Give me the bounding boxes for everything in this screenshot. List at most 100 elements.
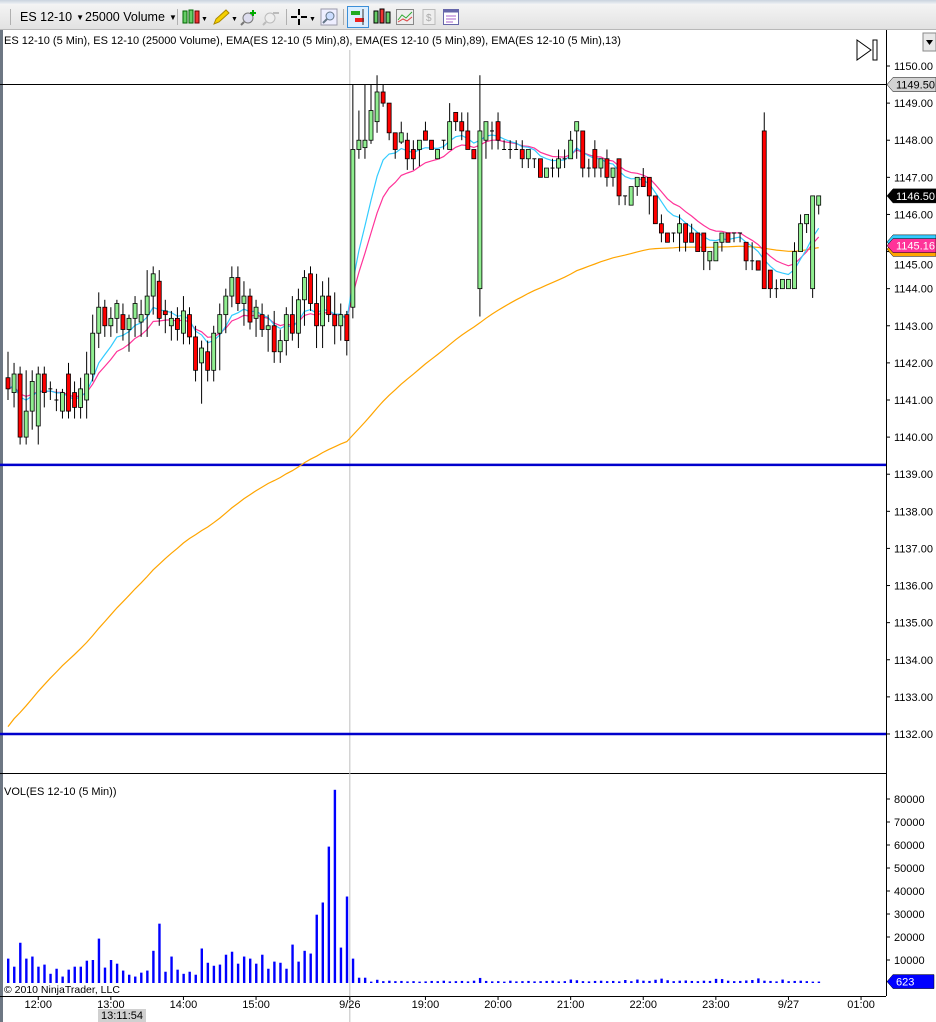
pencil-draw-icon[interactable]: ▼ — [212, 8, 238, 26]
volume-bar — [115, 963, 119, 983]
volume-bar — [454, 981, 458, 983]
volume-bar — [805, 981, 808, 983]
time-tick-label: 20:00 — [484, 999, 512, 1011]
window-frame — [0, 0, 936, 4]
volume-bar — [339, 947, 343, 983]
candle-body — [29, 381, 35, 412]
bar-type-selector[interactable]: 25000 Volume ▼ — [85, 8, 177, 26]
candle — [652, 195, 658, 225]
candle — [277, 329, 283, 363]
order-ticket-icon[interactable] — [347, 6, 369, 28]
candle-body — [380, 91, 386, 104]
candle — [683, 223, 688, 252]
price-tick-label: 1139.00 — [894, 469, 933, 481]
candle — [199, 340, 205, 404]
candle — [90, 314, 96, 382]
volume-bar — [261, 954, 264, 983]
candle-body — [66, 373, 71, 412]
volume-bar — [690, 980, 694, 983]
instrument-label: ES 12-10 — [20, 10, 73, 24]
candle-body — [719, 232, 725, 243]
divider — [286, 9, 287, 25]
volume-bar — [134, 976, 137, 983]
volume-bar — [781, 979, 784, 983]
candle — [374, 75, 380, 133]
candle — [193, 325, 198, 382]
candle — [665, 232, 670, 243]
volume-bar — [654, 979, 657, 983]
svg-text:▼: ▼ — [201, 16, 208, 23]
time-tick-label: 21:00 — [557, 999, 585, 1011]
volume-bar — [128, 974, 131, 983]
chart-trader-icon[interactable] — [373, 8, 391, 26]
candle-body — [634, 176, 640, 188]
candle — [126, 314, 132, 352]
price-tick-label: 1144.00 — [894, 284, 933, 296]
price-tick-label: 1137.00 — [894, 543, 933, 555]
volume-bar — [545, 980, 548, 983]
volume-bar — [660, 978, 663, 983]
candle-body — [247, 295, 253, 323]
candle — [344, 310, 350, 356]
candle-body — [465, 130, 471, 150]
panel-menu-button[interactable] — [922, 32, 936, 52]
candle — [356, 110, 362, 159]
candle-body — [126, 317, 132, 330]
volume-bar — [751, 980, 754, 983]
candle-body — [138, 314, 144, 323]
volume-bar — [636, 979, 639, 983]
toolbar-grip[interactable] — [10, 9, 11, 25]
candle — [713, 241, 719, 262]
volume-bar — [436, 981, 439, 983]
crosshair-time-box — [98, 1009, 146, 1022]
candle — [350, 84, 356, 319]
candle — [780, 278, 785, 290]
candle — [490, 121, 494, 150]
volume-tick-label: 50000 — [894, 863, 925, 875]
volume-bar — [666, 980, 669, 983]
zoom-in-icon[interactable] — [240, 8, 258, 26]
volume-bar — [648, 980, 651, 983]
crosshair-icon[interactable]: ▼ — [291, 8, 317, 26]
candle — [502, 140, 507, 150]
candle-body — [416, 139, 422, 150]
zoom-out-icon[interactable] — [262, 8, 280, 26]
candle-body — [725, 232, 731, 243]
copyright-label: © 2010 NinjaTrader, LLC — [4, 984, 120, 996]
candle — [616, 158, 622, 206]
candle — [465, 112, 471, 150]
volume-bar — [424, 981, 427, 983]
candle-body — [683, 223, 688, 243]
price-marker-label: 1145.16 — [896, 241, 935, 253]
end-bar-icon — [872, 39, 878, 61]
candle-body — [707, 251, 713, 262]
volume-bar — [309, 953, 312, 983]
instrument-selector[interactable]: ES 12-10 ▼ — [20, 8, 84, 26]
chevron-down-icon: ▼ — [76, 12, 85, 22]
candle — [792, 242, 797, 290]
strategy-icon[interactable]: $ — [420, 8, 438, 26]
candle-body — [640, 176, 646, 188]
candle — [48, 381, 53, 400]
bar-style-icon[interactable]: ▼ — [182, 8, 208, 26]
candle-body — [283, 314, 289, 342]
svg-text:$: $ — [426, 13, 432, 24]
price-tick-label: 1149.00 — [894, 98, 933, 110]
candle — [416, 139, 422, 167]
scroll-to-end-button[interactable] — [856, 39, 878, 61]
candle-body — [755, 260, 761, 271]
volume-bar — [170, 956, 173, 983]
candle-body — [356, 139, 362, 150]
price-tick-label: 1136.00 — [894, 581, 933, 593]
chevron-down-icon — [926, 40, 933, 45]
candle-body — [265, 325, 271, 330]
indicators-icon[interactable] — [396, 8, 414, 26]
properties-icon[interactable] — [442, 8, 460, 26]
magnifier-icon[interactable] — [320, 8, 338, 26]
volume-bar — [400, 980, 403, 983]
candle-body — [223, 295, 229, 316]
candle — [29, 370, 35, 430]
candle-body — [144, 295, 150, 316]
candle-body — [695, 232, 701, 252]
